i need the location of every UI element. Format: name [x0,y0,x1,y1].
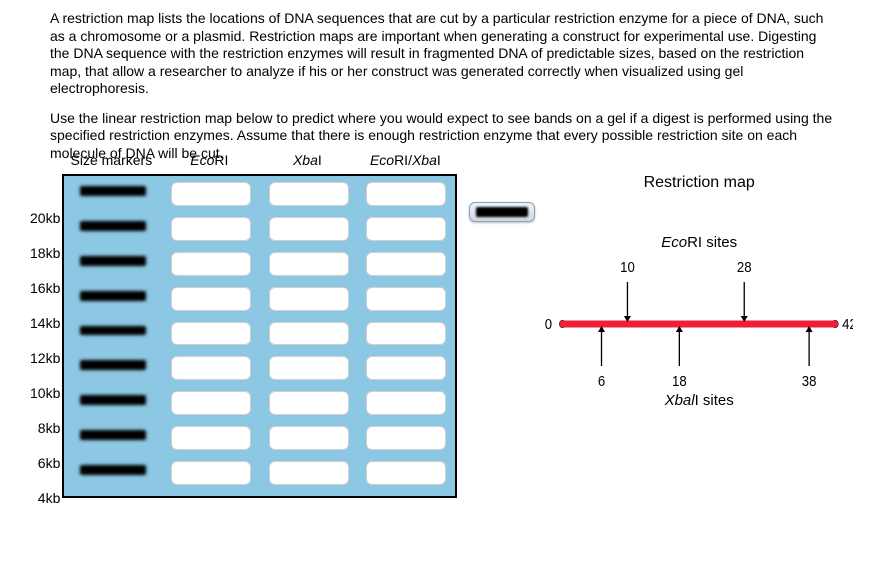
intro-text: A restriction map lists the locations of… [50,10,833,162]
marker-band [80,465,146,475]
size-label: 4kb [30,482,60,517]
lane-xbai[interactable] [260,176,358,496]
intro-p1: A restriction map lists the locations of… [50,10,833,98]
size-label: 16kb [30,272,60,307]
marker-band [80,360,146,370]
band-chip-icon [476,207,528,217]
size-label: 18kb [30,237,60,272]
drop-slot[interactable] [366,461,446,485]
drop-slot[interactable] [269,217,349,241]
drop-slot[interactable] [269,461,349,485]
drop-slot[interactable] [366,252,446,276]
drop-slot[interactable] [171,356,251,380]
marker-band [80,395,146,405]
marker-band [80,221,146,231]
drop-slot[interactable] [366,426,446,450]
marker-band [80,256,146,266]
header-lane3: EcoRI/XbaI [356,152,454,172]
drop-slot[interactable] [366,356,446,380]
drop-slot[interactable] [366,322,446,346]
svg-text:38: 38 [802,372,817,389]
drop-slot[interactable] [171,287,251,311]
svg-text:18: 18 [672,372,687,389]
drop-slot[interactable] [269,252,349,276]
band-chip[interactable] [469,202,535,222]
marker-band [80,186,146,196]
size-labels: 20kb18kb16kb14kb12kb10kb8kb6kb4kb [30,174,60,517]
drop-slot[interactable] [171,217,251,241]
xbal-sites-label: XbalI sites [545,392,853,409]
drop-slot[interactable] [171,391,251,415]
drop-slot[interactable] [366,182,446,206]
drop-slot[interactable] [171,322,251,346]
drop-slot[interactable] [269,426,349,450]
size-label: 6kb [30,447,60,482]
svg-text:10: 10 [620,258,635,275]
drop-slot[interactable] [269,287,349,311]
marker-band [80,430,146,440]
marker-band [80,291,146,301]
lane-ecori[interactable] [162,176,260,496]
drop-slot[interactable] [366,217,446,241]
svg-text:28: 28 [737,258,752,275]
lane-both[interactable] [358,176,456,496]
header-lane1: EcoRI [160,152,258,172]
band-chip-source [469,202,535,225]
svg-text:42: 42 [842,315,853,332]
drop-slot[interactable] [269,391,349,415]
drop-slot[interactable] [269,356,349,380]
map-svg: 0 42 10 28 6 18 38 [545,214,853,414]
gel [62,174,457,498]
gel-area: 20kb18kb16kb14kb12kb10kb8kb6kb4kb Size m… [30,174,457,517]
size-label: 12kb [30,342,60,377]
svg-text:6: 6 [598,372,605,389]
gel-headers: Size markers EcoRI XbaI EcoRI/XbaI [62,152,457,172]
drop-slot[interactable] [366,287,446,311]
drop-slot[interactable] [171,252,251,276]
lanes [64,176,455,496]
drop-slot[interactable] [171,461,251,485]
drop-slot[interactable] [366,391,446,415]
drop-slot[interactable] [171,426,251,450]
map-title: Restriction map [545,174,853,192]
header-lane2: XbaI [258,152,356,172]
restriction-map: Restriction map EcoRI sites 042102861838… [545,174,853,494]
drop-slot[interactable] [269,322,349,346]
size-label: 20kb [30,202,60,237]
size-label: 8kb [30,412,60,447]
marker-band [80,326,146,336]
svg-text:0: 0 [545,315,552,332]
size-label: 10kb [30,377,60,412]
header-markers: Size markers [62,152,160,172]
drop-slot[interactable] [171,182,251,206]
content-row: 20kb18kb16kb14kb12kb10kb8kb6kb4kb Size m… [30,174,853,517]
lane-markers [64,176,162,496]
size-label: 14kb [30,307,60,342]
drop-slot[interactable] [269,182,349,206]
